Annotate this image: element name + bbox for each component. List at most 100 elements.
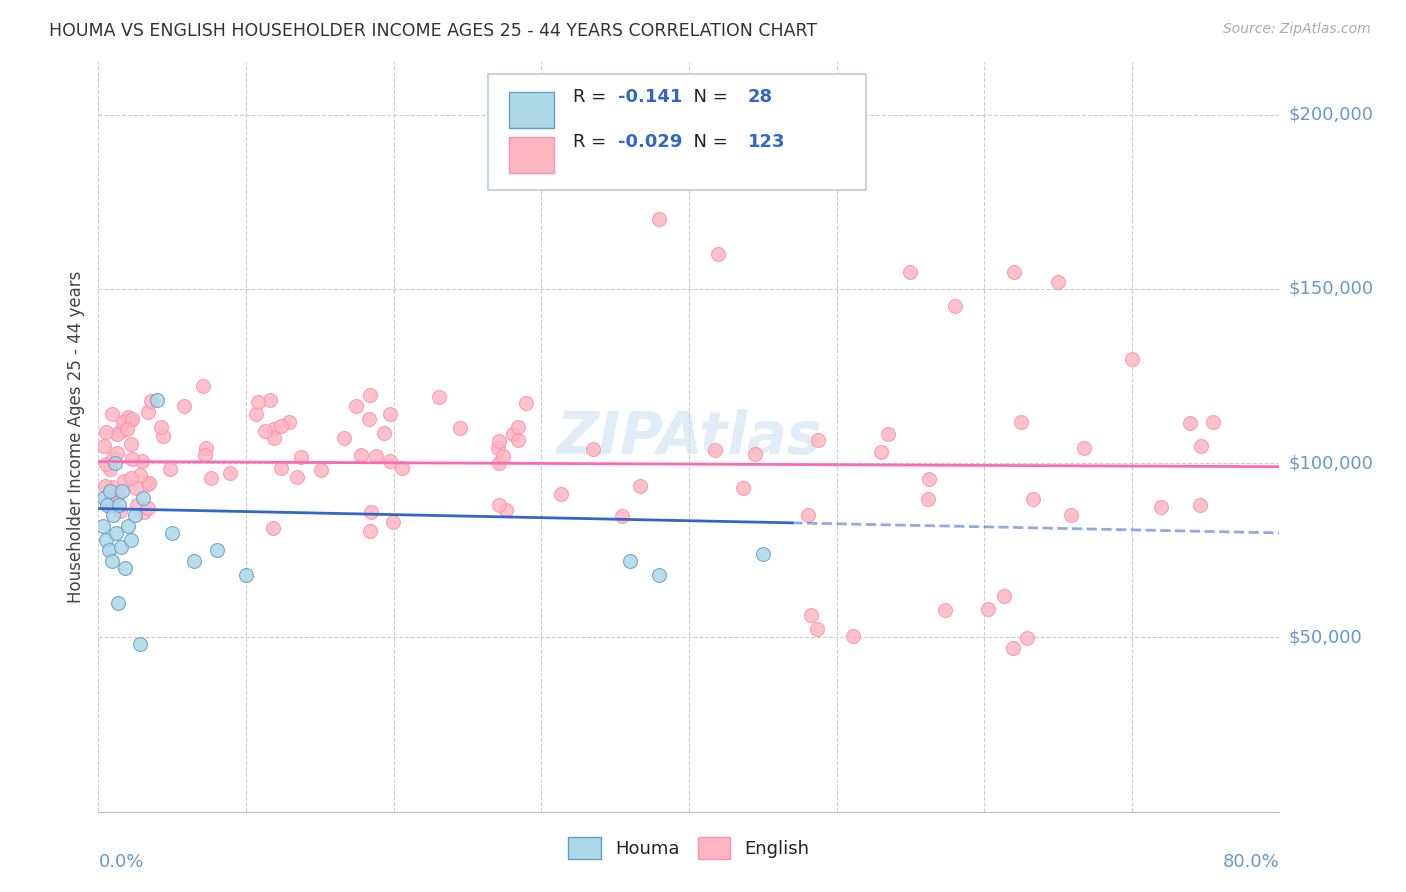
Point <box>117 410 139 425</box>
Point <box>733 481 755 495</box>
Point <box>263 422 285 436</box>
Point <box>628 479 651 493</box>
Point <box>515 396 537 410</box>
Point <box>259 392 281 407</box>
Point <box>120 533 142 547</box>
FancyBboxPatch shape <box>488 74 866 190</box>
Point <box>508 420 530 434</box>
Point <box>159 462 181 476</box>
Point <box>152 429 174 443</box>
Point <box>136 476 159 491</box>
Text: 0.0%: 0.0% <box>98 853 143 871</box>
Point <box>344 399 367 413</box>
Point <box>707 247 730 261</box>
Point <box>104 456 127 470</box>
Point <box>1015 631 1038 645</box>
Point <box>138 405 160 419</box>
Point <box>752 547 775 561</box>
Point <box>219 466 242 480</box>
Point <box>127 498 149 512</box>
Point <box>357 411 380 425</box>
Point <box>366 449 388 463</box>
Point <box>194 448 217 462</box>
Point <box>94 479 117 493</box>
Point <box>94 533 117 547</box>
Point <box>309 463 332 477</box>
Point <box>800 608 823 623</box>
Text: $200,000: $200,000 <box>1289 106 1374 124</box>
Point <box>270 419 292 434</box>
Point <box>111 484 134 499</box>
Point <box>97 543 120 558</box>
Point <box>245 407 267 421</box>
Point <box>124 508 146 523</box>
Point <box>98 484 121 499</box>
Point <box>869 445 891 459</box>
Point <box>648 567 671 582</box>
Point <box>100 493 122 508</box>
Text: $100,000: $100,000 <box>1289 454 1374 472</box>
Point <box>1202 415 1225 429</box>
Point <box>382 515 405 529</box>
Point <box>149 420 172 434</box>
Point <box>120 471 142 485</box>
Point <box>391 460 413 475</box>
Point <box>93 491 115 505</box>
Point <box>1001 641 1024 656</box>
Point <box>277 415 299 429</box>
Point <box>807 433 830 447</box>
Point <box>105 427 128 442</box>
Point <box>806 622 828 636</box>
Point <box>100 554 122 568</box>
Point <box>146 393 169 408</box>
Point <box>918 472 941 486</box>
Point <box>900 264 922 278</box>
Point <box>263 431 285 445</box>
FancyBboxPatch shape <box>509 137 554 173</box>
Text: -0.141: -0.141 <box>619 88 682 106</box>
Point <box>96 498 118 512</box>
Text: 123: 123 <box>748 133 786 151</box>
Y-axis label: Householder Income Ages 25 - 44 years: Householder Income Ages 25 - 44 years <box>66 271 84 603</box>
Point <box>138 475 160 490</box>
Point <box>612 509 634 524</box>
Point <box>1047 275 1070 289</box>
Point <box>115 422 138 436</box>
Point <box>205 543 228 558</box>
Point <box>262 521 284 535</box>
Point <box>98 496 121 510</box>
FancyBboxPatch shape <box>509 93 554 128</box>
Point <box>619 554 641 568</box>
Point <box>132 491 155 505</box>
Text: N =: N = <box>682 133 734 151</box>
Point <box>191 378 214 392</box>
Point <box>486 441 509 455</box>
Point <box>121 412 143 426</box>
Text: $150,000: $150,000 <box>1289 280 1374 298</box>
Point <box>98 500 121 514</box>
Point <box>333 431 356 445</box>
Point <box>93 439 115 453</box>
Point <box>506 433 529 447</box>
Point <box>488 456 510 470</box>
Point <box>112 475 135 489</box>
Point <box>977 602 1000 616</box>
Point <box>1178 416 1201 430</box>
Point <box>380 407 402 421</box>
Point <box>117 519 139 533</box>
Point <box>162 525 183 540</box>
Point <box>1189 439 1212 453</box>
Text: 80.0%: 80.0% <box>1223 853 1279 871</box>
Point <box>110 424 132 438</box>
Legend: Houma, English: Houma, English <box>561 830 817 866</box>
Point <box>744 447 766 461</box>
Point <box>285 470 308 484</box>
Point <box>105 488 128 502</box>
Text: -0.029: -0.029 <box>619 133 682 151</box>
Point <box>107 596 129 610</box>
Point <box>173 399 195 413</box>
Point <box>247 394 270 409</box>
Point <box>495 503 517 517</box>
Point <box>125 482 148 496</box>
Point <box>1150 500 1173 514</box>
